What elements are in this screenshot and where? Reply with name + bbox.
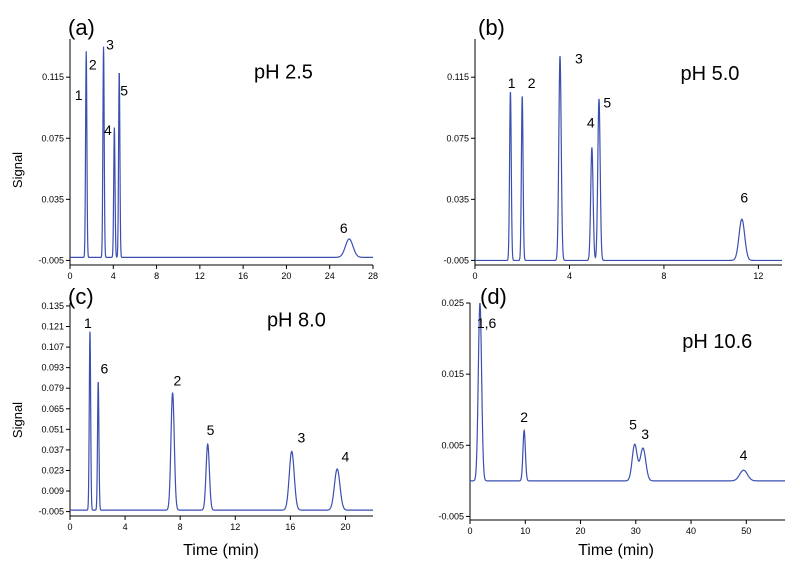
peak-label: 4 bbox=[740, 447, 748, 463]
y-tick-label: 0.075 bbox=[446, 133, 469, 143]
panel-a-ph-label: pH 2.5 bbox=[254, 62, 313, 84]
y-tick-label: 0.121 bbox=[41, 322, 64, 332]
panel-c-ph-label: pH 8.0 bbox=[267, 310, 326, 332]
y-tick-label: 0.005 bbox=[441, 440, 464, 450]
x-tick-label: 50 bbox=[741, 526, 751, 536]
x-tick-label: 12 bbox=[195, 271, 205, 281]
panel-d: (d) Time (min) 0 10 20 30 40 50 -0.005 0.005 0.0… bbox=[438, 284, 785, 559]
x-tick-label: 4 bbox=[111, 271, 116, 281]
y-tick-label: 0.079 bbox=[41, 383, 64, 393]
peak-label: 5 bbox=[120, 83, 128, 99]
peak-label: 3 bbox=[297, 430, 305, 446]
x-tick-label: 0 bbox=[67, 522, 72, 532]
y-tick-label: 0.107 bbox=[41, 342, 64, 352]
peak-label: 1 bbox=[75, 87, 83, 103]
panel-a-plot: 0 4 8 12 16 20 24 28-0.0050.0350.0750.115123456… bbox=[38, 37, 378, 281]
x-tick-label: 16 bbox=[285, 522, 295, 532]
x-tick-label: 20 bbox=[576, 526, 586, 536]
x-tick-label: 20 bbox=[281, 271, 291, 281]
y-tick-label: -0.005 bbox=[443, 255, 469, 265]
peak-label: 6 bbox=[740, 189, 748, 205]
x-tick-label: 0 bbox=[472, 271, 477, 281]
panel-a: (a) Signal 0 4 8 12 16 20 24 28-0.0050.0350.075… bbox=[10, 15, 378, 281]
panel-d-ph-label: pH 10.6 bbox=[682, 331, 752, 353]
peak-label: 5 bbox=[207, 422, 215, 438]
panel-c-ylabel: Signal bbox=[10, 402, 25, 438]
y-tick-label: 0.025 bbox=[441, 298, 464, 308]
x-tick-label: 12 bbox=[230, 522, 240, 532]
peak-label: 3 bbox=[641, 426, 649, 442]
panel-d-plot: 0 10 20 30 40 50 -0.005 0.005 0.015 0.025 1,6 2 53 4 p… bbox=[438, 298, 785, 536]
peak-label: 1 bbox=[84, 315, 92, 331]
x-tick-label: 8 bbox=[178, 522, 183, 532]
y-tick-label: 0.015 bbox=[441, 369, 464, 379]
x-tick-label: 28 bbox=[368, 271, 378, 281]
x-tick-label: 16 bbox=[238, 271, 248, 281]
peak-label: 4 bbox=[342, 449, 350, 465]
x-tick-label: 8 bbox=[661, 271, 666, 281]
x-tick-label: 24 bbox=[325, 271, 335, 281]
panel-c-letter: (c) bbox=[68, 284, 94, 309]
peak-label: 6 bbox=[101, 361, 109, 377]
panel-a-ylabel: Signal bbox=[10, 152, 25, 188]
y-tick-label: -0.005 bbox=[38, 255, 64, 265]
peak-label: 3 bbox=[575, 50, 583, 66]
y-tick-label: 0.023 bbox=[41, 465, 64, 475]
x-tick-label: 4 bbox=[567, 271, 572, 281]
peak-label: 4 bbox=[104, 122, 112, 138]
y-tick-label: 0.135 bbox=[41, 301, 64, 311]
y-tick-label: 0.035 bbox=[446, 194, 469, 204]
x-tick-label: 8 bbox=[154, 271, 159, 281]
panel-d-xlabel: Time (min) bbox=[578, 542, 654, 559]
peak-label: 2 bbox=[520, 409, 528, 425]
panel-d-trace bbox=[470, 302, 785, 482]
peak-label: 1 bbox=[508, 75, 516, 91]
y-tick-label: 0.051 bbox=[41, 424, 64, 434]
y-tick-label: 0.037 bbox=[41, 445, 64, 455]
panel-a-letter: (a) bbox=[68, 15, 95, 40]
x-tick-label: 20 bbox=[340, 522, 350, 532]
y-tick-label: -0.005 bbox=[38, 507, 64, 517]
panel-c-trace bbox=[70, 331, 373, 511]
x-tick-label: 4 bbox=[123, 522, 128, 532]
peak-label: 1,6 bbox=[477, 315, 497, 331]
peak-label: 5 bbox=[603, 95, 611, 111]
y-tick-label: -0.005 bbox=[438, 511, 464, 521]
panel-c: (c) Signal Time (min) 0 4 8 12 16 20-0.0050.0… bbox=[10, 284, 373, 559]
y-tick-label: 0.065 bbox=[41, 404, 64, 414]
panel-c-xlabel: Time (min) bbox=[183, 542, 259, 559]
panel-a-trace bbox=[70, 46, 373, 258]
peak-label: 2 bbox=[174, 372, 182, 388]
panel-c-plot: 0 4 8 12 16 20-0.0050.0090.0230.0370.0510.065… bbox=[38, 301, 373, 532]
peak-label: 4 bbox=[587, 115, 595, 131]
y-tick-label: 0.115 bbox=[447, 72, 469, 82]
x-tick-label: 10 bbox=[520, 526, 530, 536]
y-tick-label: 0.093 bbox=[41, 363, 64, 373]
x-tick-label: 40 bbox=[686, 526, 696, 536]
x-tick-label: 0 bbox=[467, 526, 472, 536]
y-tick-label: 0.035 bbox=[41, 194, 64, 204]
x-tick-label: 30 bbox=[631, 526, 641, 536]
y-tick-label: 0.009 bbox=[41, 486, 64, 496]
peak-label: 2 bbox=[528, 75, 536, 91]
panel-b-trace bbox=[475, 56, 782, 262]
peak-label: 2 bbox=[89, 57, 97, 73]
panel-b-ph-label: pH 5.0 bbox=[680, 63, 739, 85]
x-tick-label: 0 bbox=[67, 271, 72, 281]
y-tick-label: 0.115 bbox=[42, 72, 64, 82]
peak-label: 6 bbox=[340, 220, 348, 236]
panel-b-letter: (b) bbox=[478, 15, 505, 40]
x-tick-label: 12 bbox=[753, 271, 763, 281]
y-tick-label: 0.075 bbox=[41, 133, 64, 143]
peak-label: 3 bbox=[106, 37, 114, 53]
peak-label: 5 bbox=[629, 417, 637, 433]
panel-d-letter: (d) bbox=[480, 284, 507, 309]
